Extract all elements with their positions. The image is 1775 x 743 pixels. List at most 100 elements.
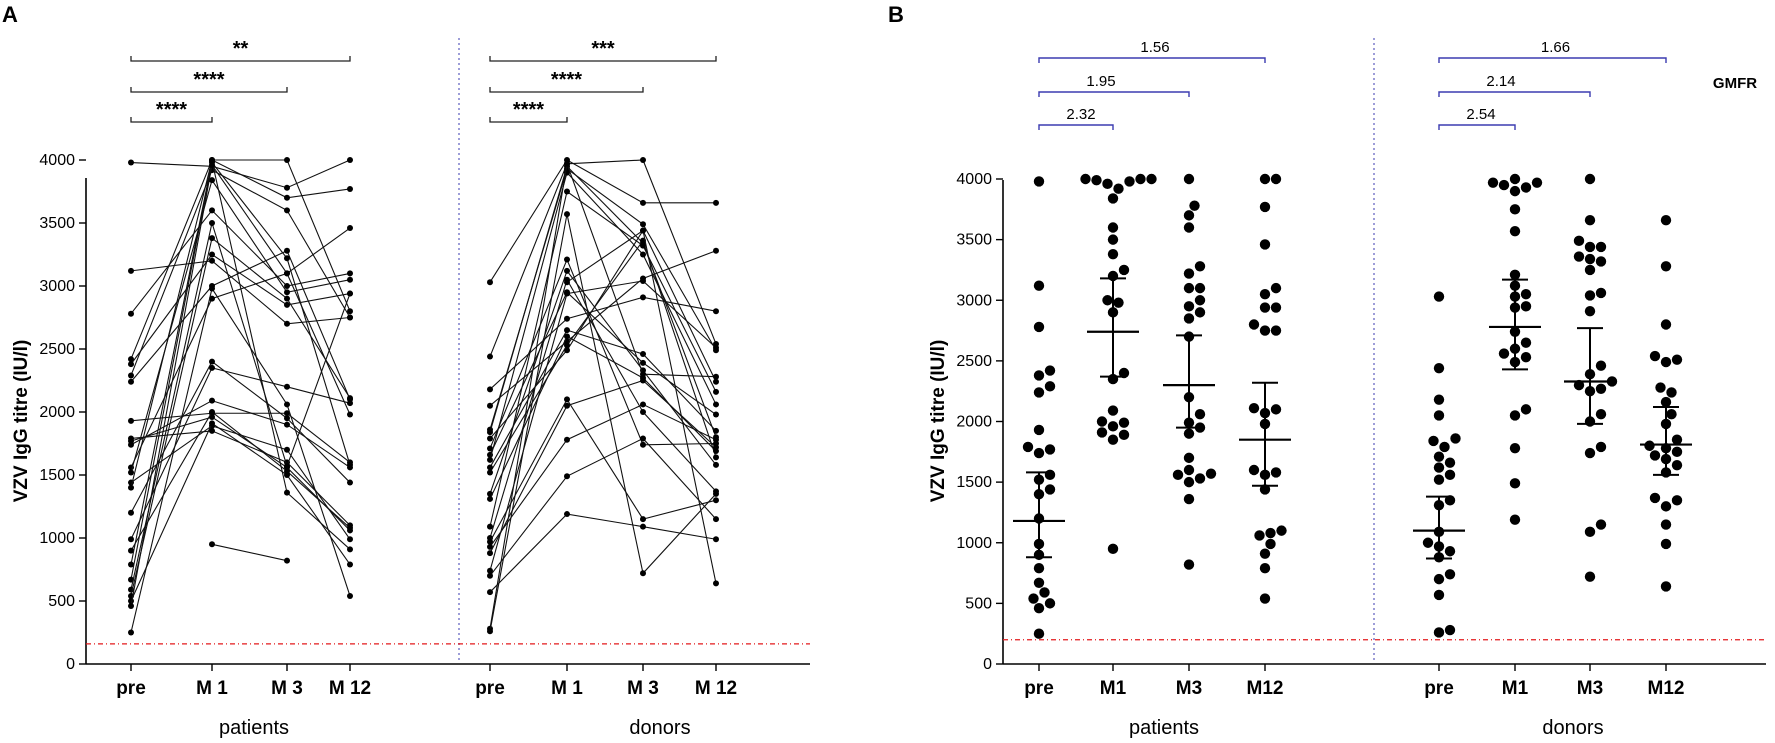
subject-line-patients-26 xyxy=(211,543,288,562)
scatter-point-patients-m12-1 xyxy=(1259,593,1271,604)
subject-point-donors-1-m-12 xyxy=(713,199,719,206)
scatter-point-donors-pre-4 xyxy=(1433,573,1445,585)
subject-point-donors-24-pre xyxy=(487,464,493,471)
subject-point-donors-8-m-3 xyxy=(640,359,646,366)
scatter-point-donors-m12-1 xyxy=(1660,581,1672,592)
scatter-point-patients-m1-16 xyxy=(1107,248,1119,260)
scatter-point-patients-m1-22 xyxy=(1124,176,1135,187)
subject-point-donors-17-m-12 xyxy=(713,444,719,451)
scatter-point-patients-m12-4 xyxy=(1265,538,1276,550)
scatter-point-patients-m1-20 xyxy=(1113,183,1124,194)
subject-point-patients-19-pre xyxy=(128,561,134,568)
subject-point-patients-22-m-3 xyxy=(284,295,290,302)
subject-line-patients-1 xyxy=(130,159,351,189)
scatter-point-patients-pre-15 xyxy=(1033,447,1045,459)
panel-a-category-donors-m-12: M 12 xyxy=(695,678,737,699)
subject-line-patients-25 xyxy=(130,287,351,633)
panel-b-category-patients-m1: M1 xyxy=(1100,678,1127,699)
subject-point-donors-18-m-1 xyxy=(564,290,570,297)
subject-point-patients-11-m-3 xyxy=(284,421,290,428)
scatter-point-donors-pre-9 xyxy=(1422,537,1434,548)
scatter-point-donors-pre-18 xyxy=(1439,441,1450,453)
subject-line-donors-9 xyxy=(489,171,717,461)
subject-point-patients-13-pre xyxy=(128,469,134,476)
scatter-point-donors-m3-4 xyxy=(1584,447,1596,459)
significance-bracket-donors-m-1 xyxy=(489,117,568,123)
scatter-point-donors-pre-2 xyxy=(1444,624,1456,636)
subject-point-donors-16-m-3 xyxy=(640,401,646,408)
subject-point-donors-11-m-12 xyxy=(713,461,719,468)
scatter-point-patients-m1-26 xyxy=(1146,173,1157,185)
scatter-point-patients-pre-25 xyxy=(1033,176,1045,187)
subject-line-donors-14 xyxy=(489,278,717,539)
scatter-point-patients-pre-1 xyxy=(1033,628,1045,639)
significance-label-donors-m-3: **** xyxy=(551,69,582,91)
scatter-point-donors-m3-3 xyxy=(1595,519,1607,530)
subject-point-patients-5-m-1 xyxy=(209,251,215,258)
scatter-point-patients-m1-13 xyxy=(1102,295,1113,306)
scatter-point-patients-pre-6 xyxy=(1033,577,1045,588)
subject-point-donors-10-m-1 xyxy=(564,342,570,349)
scatter-point-donors-pre-24 xyxy=(1433,291,1445,302)
subject-point-patients-12-m-12 xyxy=(347,225,353,232)
subject-line-donors-15 xyxy=(489,398,717,543)
subject-line-donors-8 xyxy=(489,291,717,456)
scatter-point-patients-m12-5 xyxy=(1254,530,1265,541)
scatter-point-donors-pre-16 xyxy=(1444,457,1456,468)
subject-line-donors-23 xyxy=(489,296,717,390)
gmfr-bracket-patients-m12 xyxy=(1038,57,1266,63)
scatter-point-patients-m3-6 xyxy=(1205,468,1217,479)
subject-point-patients-20-m-12 xyxy=(347,461,353,468)
gmfr-label-donors-m3: 2.14 xyxy=(1486,73,1515,90)
subject-point-donors-7-m-3 xyxy=(640,441,646,448)
scatter-point-donors-m12-6 xyxy=(1649,492,1661,504)
scatter-point-donors-m1-24 xyxy=(1487,177,1499,188)
subject-point-patients-25-m-3 xyxy=(284,401,290,408)
scatter-point-patients-pre-24 xyxy=(1033,280,1045,291)
scatter-point-patients-pre-23 xyxy=(1033,321,1045,333)
scatter-point-donors-m12-17 xyxy=(1660,396,1672,408)
scatter-point-patients-m12-6 xyxy=(1265,527,1276,539)
panel-a-y-tick-label: 1500 xyxy=(39,467,75,484)
scatter-point-patients-m3-23 xyxy=(1183,222,1195,233)
scatter-point-patients-m3-5 xyxy=(1172,469,1184,481)
scatter-point-patients-m3-24 xyxy=(1183,210,1195,221)
subject-point-donors-20-m-3 xyxy=(640,523,646,530)
subject-line-donors-24 xyxy=(489,329,717,468)
scatter-point-patients-m12-10 xyxy=(1270,467,1282,478)
subject-point-donors-23-pre xyxy=(487,386,493,393)
panel-a-subject-lines xyxy=(128,157,719,636)
subject-point-patients-2-m-1 xyxy=(209,257,215,264)
significance-bracket-patients-m-12 xyxy=(130,56,351,62)
significance-bracket-donors-m-12 xyxy=(489,56,717,62)
panel-a-y-tick-label: 3000 xyxy=(39,278,75,295)
subject-line-donors-1 xyxy=(489,159,716,283)
panel-b-category-donors-m3: M3 xyxy=(1577,678,1603,699)
scatter-point-patients-m1-3 xyxy=(1118,429,1130,441)
subject-point-donors-3-pre xyxy=(487,402,493,409)
subject-point-patients-17-m-12 xyxy=(347,400,353,407)
significance-label-patients-m-12: ** xyxy=(233,38,249,60)
subject-line-donors-13 xyxy=(489,190,717,527)
scatter-point-donors-m1-2 xyxy=(1509,478,1521,489)
significance-label-patients-m-1: **** xyxy=(156,99,187,121)
panel-b-category-labels: pre M1 M3 M12 pre M1 M3 M12 xyxy=(1024,664,1684,699)
subject-point-patients-4-m-12 xyxy=(347,308,353,315)
scatter-point-patients-m3-17 xyxy=(1183,301,1195,312)
scatter-point-donors-m3-17 xyxy=(1584,264,1596,276)
subject-point-patients-6-m-3 xyxy=(284,207,290,214)
subject-point-patients-16-pre xyxy=(128,509,134,516)
scatter-point-donors-pre-13 xyxy=(1433,474,1445,485)
scatter-point-donors-pre-1 xyxy=(1433,627,1445,638)
subject-line-patients-16 xyxy=(130,360,351,514)
subject-point-patients-6-m-12 xyxy=(347,314,353,321)
subject-line-donors-21 xyxy=(489,161,717,629)
subject-line-patients-17 xyxy=(130,367,351,540)
gmfr-label-donors-m12: 1.66 xyxy=(1541,39,1570,56)
scatter-point-donors-m3-23 xyxy=(1573,235,1585,247)
panel-a-y-tick-label: 2500 xyxy=(39,341,75,358)
subject-point-patients-1-m-3 xyxy=(284,184,290,191)
gmfr-title: GMFR xyxy=(1713,75,1757,92)
panel-b-y-axis-label: VZV IgG titre (IU/l) xyxy=(928,340,949,503)
subject-point-patients-22-m-1 xyxy=(209,235,215,242)
